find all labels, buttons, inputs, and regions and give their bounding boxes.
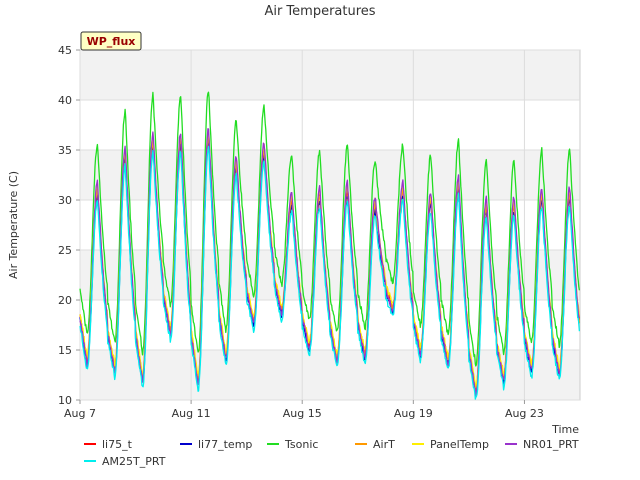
y-axis: 10 15 20 25 30 35 40 45 <box>58 44 80 407</box>
plot-band <box>80 50 580 100</box>
x-tick-label: Aug 7 <box>64 407 96 420</box>
series-line-tsonic <box>79 91 581 367</box>
y-tick-label: 30 <box>58 194 72 207</box>
y-axis-label: Air Temperature (C) <box>7 171 20 279</box>
y-tick-label: 40 <box>58 94 72 107</box>
plot-band <box>80 150 580 200</box>
legend-label-li75-t: li75_t <box>102 438 133 451</box>
y-tick-label: 25 <box>58 244 72 257</box>
plot-bands <box>80 50 580 400</box>
x-tick-label: Aug 11 <box>172 407 211 420</box>
legend-label-nr01-prt: NR01_PRT <box>523 438 579 451</box>
station-badge-box <box>80 31 142 51</box>
x-tick-label: Aug 15 <box>283 407 322 420</box>
legend-label-airt: AirT <box>373 438 395 451</box>
legend-label-tsonic: Tsonic <box>284 438 318 451</box>
y-tick-label: 10 <box>58 394 72 407</box>
y-tick-label: 15 <box>58 344 72 357</box>
y-tick-label: 45 <box>58 44 72 57</box>
x-tick-label: Aug 23 <box>505 407 544 420</box>
x-axis: Aug 7 Aug 11 Aug 15 Aug 19 Aug 23 <box>64 400 544 420</box>
y-tick-label: 35 <box>58 144 72 157</box>
legend-label-li77-temp: li77_temp <box>198 438 252 451</box>
chart-title: Air Temperatures <box>264 4 375 19</box>
legend-label-am25t-prt: AM25T_PRT <box>102 455 166 468</box>
x-axis-label: Time <box>551 423 579 436</box>
series-lines <box>79 91 581 400</box>
station-badge-label: WP_flux <box>87 35 136 48</box>
legend: li75_t li77_temp Tsonic AirT PanelTemp NR01_P… <box>84 438 579 468</box>
legend-label-paneltemp: PanelTemp <box>430 438 489 451</box>
plot-band <box>80 350 580 400</box>
series-line-am25t-prt <box>79 145 581 400</box>
station-badge: WP_flux <box>80 31 142 51</box>
y-tick-label: 20 <box>58 294 72 307</box>
x-tick-label: Aug 19 <box>394 407 433 420</box>
